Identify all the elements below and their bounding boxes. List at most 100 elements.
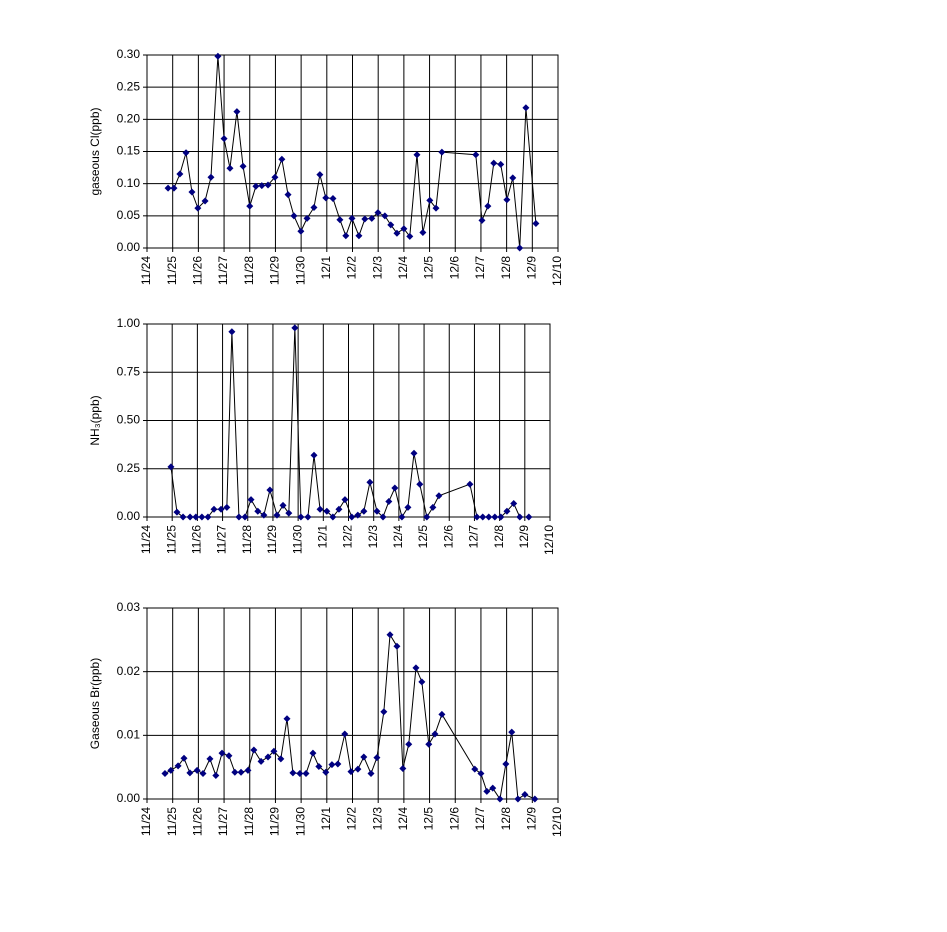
x-tick-label: 12/8	[499, 256, 513, 280]
data-point	[204, 513, 212, 521]
y-tick-label: 0.02	[117, 664, 141, 678]
data-point	[432, 204, 440, 212]
data-point	[472, 151, 480, 159]
data-point	[174, 762, 182, 770]
data-point	[170, 184, 178, 192]
x-tick-label: 12/6	[441, 525, 455, 549]
x-tick-label: 12/4	[396, 807, 410, 831]
data-point	[473, 513, 481, 521]
y-axis-label: Gaseous Br(ppb)	[88, 658, 102, 749]
chart: 11/24 11/25 11/26 11/27 11/28 11/29 11/30 12/1 1…	[88, 316, 556, 555]
data-point	[207, 173, 215, 181]
data-point	[252, 182, 260, 190]
x-tick-label: 12/4	[391, 525, 405, 549]
x-tick-label: 11/27	[216, 256, 230, 285]
data-point	[406, 232, 414, 240]
data-point	[328, 761, 336, 769]
data-point	[179, 513, 187, 521]
data-point	[161, 770, 169, 778]
data-point	[503, 196, 511, 204]
x-tick-label: 12/10	[550, 807, 564, 837]
data-point	[329, 513, 337, 521]
data-point	[497, 160, 505, 168]
x-tick-label: 12/10	[550, 256, 564, 286]
data-point	[368, 214, 376, 222]
x-tick-label: 12/2	[345, 256, 359, 280]
x-tick-label: 12/9	[524, 256, 538, 280]
data-point	[398, 513, 406, 521]
y-tick-label: 0.75	[117, 364, 141, 378]
data-point	[367, 770, 375, 778]
data-point	[387, 221, 395, 229]
x-tick-label: 12/7	[467, 525, 481, 549]
data-point	[516, 513, 524, 521]
data-point	[413, 151, 421, 159]
x-tick-label: 11/30	[290, 525, 304, 554]
y-tick-label: 0.01	[117, 728, 141, 742]
data-point	[522, 104, 530, 112]
data-point	[483, 787, 491, 795]
y-tick-label: 0.03	[117, 600, 141, 614]
data-point	[164, 184, 172, 192]
data-point	[484, 202, 492, 210]
x-tick-label: 12/5	[416, 525, 430, 549]
data-point	[418, 678, 426, 686]
data-point	[400, 225, 408, 233]
data-point	[477, 770, 485, 778]
x-tick-label: 12/2	[341, 525, 355, 549]
data-point	[336, 216, 344, 224]
data-point	[509, 174, 517, 182]
x-tick-label: 12/3	[370, 256, 384, 280]
data-point	[399, 764, 407, 772]
data-point	[218, 749, 226, 757]
chart: 11/24 11/25 11/26 11/27 11/28 11/29 11/30 12/1 1…	[88, 47, 564, 286]
x-tick-label: 12/7	[473, 256, 487, 280]
data-point	[429, 503, 437, 511]
x-tick-label: 12/8	[492, 525, 506, 549]
data-point	[341, 730, 349, 738]
x-tick-label: 11/29	[268, 807, 282, 836]
data-point	[244, 766, 252, 774]
x-tick-label: 11/26	[191, 256, 205, 285]
data-point	[425, 740, 433, 748]
data-point	[435, 492, 443, 500]
y-tick-label: 0.00	[117, 509, 141, 523]
data-point	[412, 664, 420, 672]
x-tick-label: 11/26	[191, 807, 205, 836]
data-point	[212, 771, 220, 779]
data-point	[291, 324, 299, 332]
data-point	[167, 463, 175, 471]
x-tick-label: 11/25	[164, 525, 178, 554]
data-point	[296, 770, 304, 778]
data-point	[246, 202, 254, 210]
data-point	[235, 513, 243, 521]
data-point	[360, 507, 368, 515]
data-point	[490, 159, 498, 167]
data-point	[193, 766, 201, 774]
data-point	[410, 449, 418, 457]
data-point	[310, 451, 318, 459]
x-tick-label: 12/1	[319, 256, 333, 280]
data-point	[277, 755, 285, 763]
data-point	[254, 507, 262, 515]
y-tick-label: 0.15	[117, 144, 141, 158]
x-tick-label: 12/9	[517, 525, 531, 549]
data-point	[491, 513, 499, 521]
data-point	[310, 203, 318, 211]
data-point	[201, 197, 209, 205]
data-point	[225, 752, 233, 760]
data-point	[279, 501, 287, 509]
data-point	[290, 212, 298, 220]
data-point	[381, 212, 389, 220]
data-point	[199, 770, 207, 778]
y-tick-label: 0.00	[117, 240, 141, 254]
data-point	[385, 498, 393, 506]
data-point	[466, 480, 474, 488]
x-tick-label: 11/29	[268, 256, 282, 285]
data-point	[510, 499, 518, 507]
data-point	[531, 795, 539, 803]
data-point	[380, 708, 388, 716]
data-point	[354, 765, 362, 773]
data-point	[334, 760, 342, 768]
